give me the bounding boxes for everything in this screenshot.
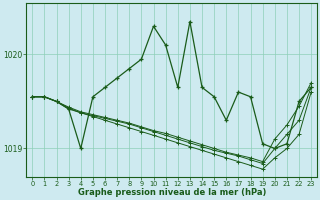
X-axis label: Graphe pression niveau de la mer (hPa): Graphe pression niveau de la mer (hPa) xyxy=(77,188,266,197)
